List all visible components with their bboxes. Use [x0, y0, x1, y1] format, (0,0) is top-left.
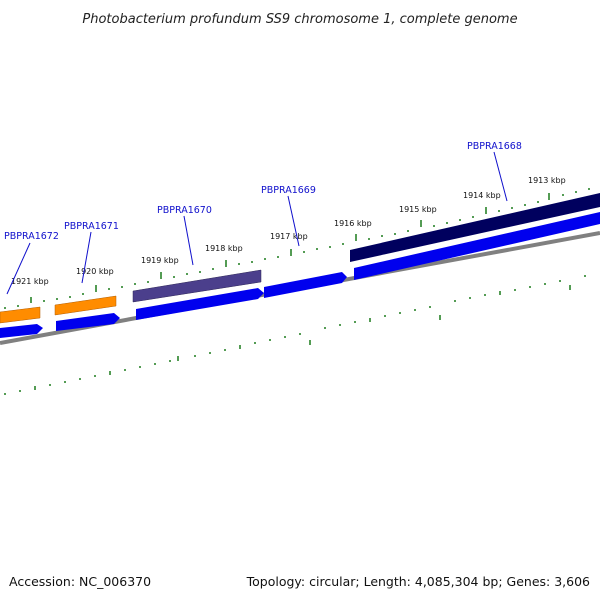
- gene-arrow-pbpra1672[interactable]: [0, 324, 43, 338]
- accession-label: Accession: NC_006370: [9, 574, 151, 589]
- gene-arrow-pbpra1668[interactable]: [354, 212, 600, 280]
- leader-line: [287, 195, 300, 247]
- leader-line: [183, 215, 194, 266]
- leader-line: [493, 151, 508, 202]
- gene-arrow-pbpra1669[interactable]: [264, 272, 347, 298]
- outer-tick-track: [4, 188, 590, 309]
- kbp-label: 1913 kbp: [528, 176, 566, 185]
- kbp-label: 1919 kbp: [141, 256, 179, 265]
- kbp-labels: 1921 kbp 1920 kbp 1919 kbp 1918 kbp 1917…: [11, 176, 566, 286]
- gene-bar-pbpra1668[interactable]: [350, 193, 600, 262]
- kbp-label: 1914 kbp: [463, 191, 501, 200]
- kbp-label: 1917 kbp: [270, 232, 308, 241]
- gene-label-pbpra1672[interactable]: PBPRA1672: [4, 231, 59, 242]
- gene-label-pbpra1669[interactable]: PBPRA1669: [261, 185, 316, 196]
- kbp-label: 1918 kbp: [205, 244, 243, 253]
- gene-label-pbpra1668[interactable]: PBPRA1668: [467, 141, 522, 152]
- gene-bar-pbpra1671[interactable]: [54, 295, 117, 316]
- leader-line: [81, 231, 92, 284]
- gene-bar-pbpra1672[interactable]: [0, 306, 41, 324]
- map-title: Photobacterium profundum SS9 chromosome …: [82, 12, 517, 27]
- leader-line: [6, 242, 31, 295]
- gene-labels: PBPRA1672 PBPRA1671 PBPRA1670 PBPRA1669 …: [4, 141, 522, 242]
- genome-summary: Topology: circular; Length: 4,085,304 bp…: [246, 574, 590, 589]
- gene-arrow-pbpra1670[interactable]: [136, 288, 264, 320]
- kbp-label: 1916 kbp: [334, 219, 372, 228]
- label-leaders: [6, 151, 508, 295]
- kbp-label: 1915 kbp: [399, 205, 437, 214]
- gene-label-pbpra1671[interactable]: PBPRA1671: [64, 221, 119, 232]
- gene-bar-pbpra1670[interactable]: [132, 269, 262, 303]
- gene-label-pbpra1670[interactable]: PBPRA1670: [157, 205, 212, 216]
- kbp-label: 1921 kbp: [11, 277, 49, 286]
- upper-strand-track: [0, 193, 600, 324]
- lower-strand-track: [0, 212, 600, 338]
- inner-tick-track: [4, 275, 586, 395]
- gene-arrow-pbpra1671[interactable]: [56, 313, 120, 331]
- kbp-label: 1920 kbp: [76, 267, 114, 276]
